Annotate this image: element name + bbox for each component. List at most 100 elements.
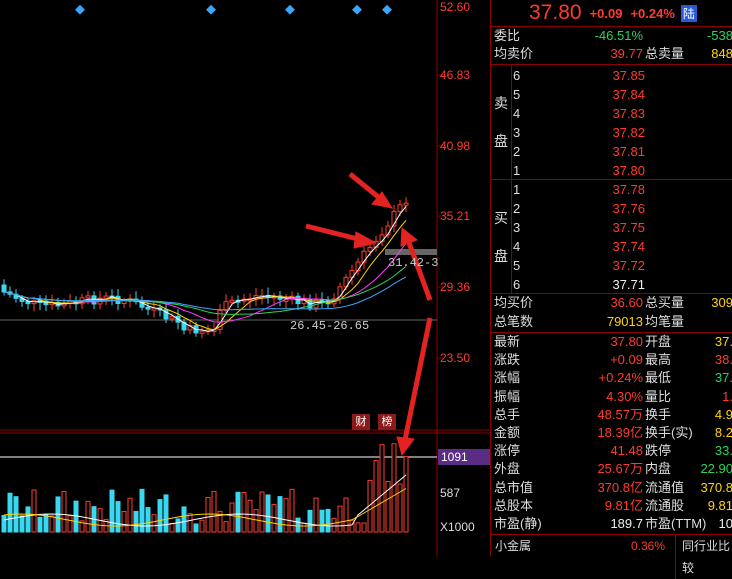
buy-level-row[interactable]: 5 37.72 bbox=[513, 256, 732, 275]
volume-bar bbox=[79, 520, 85, 533]
stat-value2: -538 bbox=[706, 28, 732, 43]
stat-row: 委比 -46.51% -538 bbox=[491, 27, 732, 45]
volume-tick: 587 bbox=[440, 486, 461, 500]
volume-bar bbox=[31, 489, 37, 533]
sell-level-row[interactable]: 6 37.85 bbox=[513, 66, 732, 85]
volume-bar bbox=[337, 505, 343, 533]
volume-bar bbox=[283, 498, 289, 533]
stat-value: 79013 bbox=[606, 314, 643, 329]
volume-bar bbox=[217, 510, 223, 533]
stat-label2: 换手 bbox=[645, 406, 672, 422]
stat-label: 均买价 bbox=[494, 295, 534, 310]
level-number: 3 bbox=[513, 125, 521, 140]
volume-bar bbox=[349, 519, 355, 533]
volume-bar bbox=[403, 456, 409, 533]
industry-footer[interactable]: 小金属 0.36% 同行业比较 bbox=[491, 534, 732, 579]
volume-bar bbox=[109, 489, 115, 533]
volume-ma-line bbox=[3, 474, 407, 527]
stat-row: 均卖价 39.77 总卖量 848 bbox=[491, 45, 732, 63]
stat-label: 委比 bbox=[494, 28, 521, 43]
volume-bar bbox=[235, 491, 241, 533]
volume-bar bbox=[307, 509, 313, 533]
volume-bar bbox=[7, 492, 13, 533]
price-tick: 40.98 bbox=[440, 139, 471, 153]
volume-bar bbox=[313, 497, 319, 533]
candle-body bbox=[397, 204, 403, 212]
volume-bar bbox=[1, 514, 7, 533]
ma-line bbox=[3, 219, 407, 331]
volume-bar bbox=[163, 494, 169, 533]
ranking-tag-button[interactable]: 榜 bbox=[378, 414, 396, 430]
stat-row: 总市值 370.8亿 流通值 370.8 bbox=[491, 479, 732, 497]
volume-bar bbox=[19, 515, 25, 533]
stat-label2: 开盘 bbox=[645, 334, 672, 349]
sell-level-row[interactable]: 1 37.80 bbox=[513, 161, 732, 180]
level-price: 37.80 bbox=[612, 163, 645, 178]
buy-level-row[interactable]: 4 37.74 bbox=[513, 237, 732, 256]
stat-value2: 4.9 bbox=[714, 406, 732, 422]
stat-value: +0.09 bbox=[610, 352, 643, 368]
stat-value: +0.24% bbox=[598, 370, 643, 386]
connect-badge[interactable]: 陆 bbox=[680, 4, 697, 22]
buy-level-row[interactable]: 2 37.76 bbox=[513, 199, 732, 218]
buy-level-row[interactable]: 1 37.78 bbox=[513, 180, 732, 199]
volume-bar bbox=[295, 517, 301, 533]
stat-row: 最新 37.80 开盘 37. bbox=[491, 333, 732, 351]
last-price: 37.80 bbox=[529, 1, 582, 24]
volume-bar bbox=[241, 492, 247, 533]
industry-name[interactable]: 小金属 bbox=[495, 539, 532, 553]
stat-value2: 309 bbox=[711, 295, 732, 310]
stat-label2: 总买量 bbox=[645, 295, 685, 310]
buy-level-row[interactable]: 6 37.71 bbox=[513, 275, 732, 294]
finance-tag-button[interactable]: 财 bbox=[352, 414, 370, 430]
stat-value2: 38. bbox=[714, 352, 732, 368]
volume-bar bbox=[169, 522, 175, 533]
volume-bar bbox=[379, 444, 385, 533]
sell-level-row[interactable]: 2 37.81 bbox=[513, 142, 732, 161]
stat-label: 涨跌 bbox=[494, 352, 521, 368]
level-number: 1 bbox=[513, 182, 521, 197]
candle-body bbox=[349, 270, 355, 278]
candle-body bbox=[1, 284, 7, 293]
buy-level-row[interactable]: 3 37.75 bbox=[513, 218, 732, 237]
stat-row: 均买价 36.60 总买量 309 bbox=[491, 294, 732, 312]
event-markers bbox=[75, 4, 392, 15]
volume-bar bbox=[319, 509, 325, 533]
volume-bar bbox=[325, 508, 331, 533]
level-number: 5 bbox=[513, 87, 521, 102]
volume-bar bbox=[121, 510, 127, 533]
volume-bar bbox=[139, 488, 145, 533]
peer-compare-link[interactable]: 同行业比较 bbox=[675, 535, 732, 579]
stat-row: 总手 48.57万 换手 4.9 bbox=[491, 406, 732, 424]
stat-value: 18.39亿 bbox=[597, 425, 643, 440]
volume-bar bbox=[373, 460, 379, 533]
sell-level-row[interactable]: 4 37.83 bbox=[513, 104, 732, 123]
level-price: 37.85 bbox=[612, 68, 645, 83]
stat-value: 9.81亿 bbox=[604, 497, 643, 513]
stat-label: 总市值 bbox=[494, 479, 534, 495]
stat-row: 振幅 4.30% 量比 1. bbox=[491, 388, 732, 406]
price-change: +0.09 bbox=[589, 5, 623, 21]
sell-level-row[interactable]: 3 37.82 bbox=[513, 123, 732, 142]
level-price: 37.82 bbox=[612, 125, 645, 140]
volume-bar bbox=[301, 522, 307, 533]
stat-row: 外盘 25.67万 内盘 22.90 bbox=[491, 460, 732, 478]
volume-bar bbox=[277, 496, 283, 533]
volume-bar bbox=[259, 491, 265, 533]
stat-label: 振幅 bbox=[494, 388, 521, 404]
level-price: 37.84 bbox=[612, 87, 645, 102]
kline-chart[interactable] bbox=[0, 0, 490, 556]
volume-bar bbox=[151, 514, 157, 533]
sell-level-row[interactable]: 5 37.84 bbox=[513, 85, 732, 104]
volume-bar bbox=[355, 522, 361, 533]
volume-bar bbox=[343, 497, 349, 533]
candle-body bbox=[43, 300, 49, 306]
stat-label: 外盘 bbox=[494, 461, 521, 477]
stat-label: 总股本 bbox=[494, 497, 534, 513]
volume-bar bbox=[127, 497, 133, 533]
low-range-label: 26.45-26.65 bbox=[290, 319, 370, 333]
stat-value2: 1. bbox=[722, 388, 732, 404]
stat-label: 市盈(静) bbox=[494, 516, 542, 531]
ma-line bbox=[3, 276, 407, 311]
volume-bar bbox=[187, 513, 193, 533]
